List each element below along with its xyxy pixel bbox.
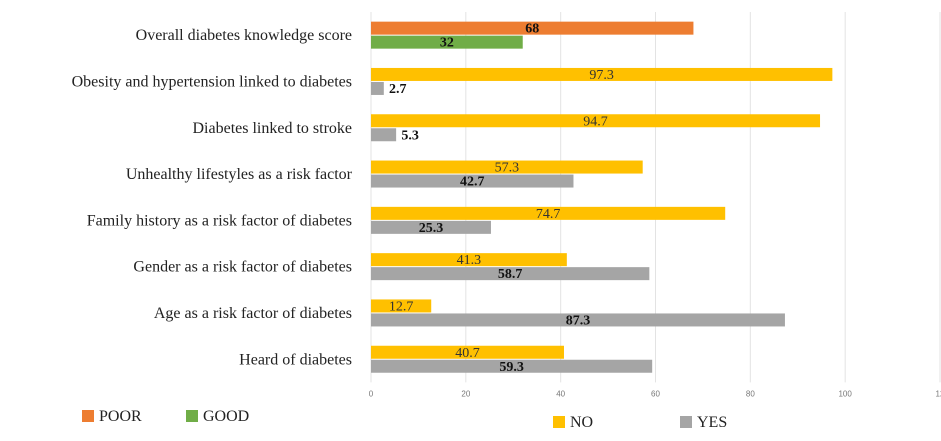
data-label: 97.3 <box>589 68 614 83</box>
data-label: 58.7 <box>498 267 523 282</box>
bar-yes <box>371 359 653 373</box>
data-label: 87.3 <box>566 313 591 328</box>
data-label: 94.7 <box>583 114 608 129</box>
legend-label-poor: POOR <box>99 408 142 425</box>
data-label: 12.7 <box>389 299 414 314</box>
legend-swatch-good <box>186 410 198 422</box>
chart-bars <box>371 21 833 373</box>
bar-yes <box>371 313 785 327</box>
legend-swatch-no <box>553 416 565 428</box>
chart-gridlines <box>370 12 941 383</box>
bar-no <box>371 345 564 359</box>
data-label: 32 <box>440 36 454 51</box>
category-labels: Overall diabetes knowledge score Obesity … <box>72 27 353 368</box>
bar-yes <box>371 267 650 281</box>
bar-good <box>371 35 523 49</box>
bar-no <box>371 114 821 128</box>
category-label: Unhealthy lifestyles as a risk factor <box>126 166 353 183</box>
bar-no <box>371 299 432 313</box>
category-label: Age as a risk factor of diabetes <box>154 305 352 322</box>
x-axis-ticks: 0 20 40 60 80 100 12 <box>369 389 941 398</box>
bar-no <box>371 160 643 174</box>
data-label: 42.7 <box>460 175 485 190</box>
category-label: Family history as a risk factor of diabe… <box>87 212 352 229</box>
data-label: 57.3 <box>495 161 520 176</box>
category-label: Obesity and hypertension linked to diabe… <box>72 73 352 90</box>
data-label: 40.7 <box>455 346 480 361</box>
data-label: 5.3 <box>401 128 419 143</box>
bar-yes <box>371 220 491 234</box>
x-tick-label: 0 <box>369 389 374 398</box>
bar-yes <box>371 81 384 95</box>
legend: POOR GOOD NO YES <box>82 408 727 431</box>
legend-label-good: GOOD <box>203 408 249 425</box>
legend-label-no: NO <box>570 414 593 431</box>
value-labels: 68 32 97.3 2.7 94.7 5.3 57.3 42.7 74.7 25.3 41.3 58… <box>389 22 614 375</box>
x-tick-label: 100 <box>838 389 852 398</box>
category-label: Diabetes linked to stroke <box>192 120 352 137</box>
x-tick-label: 12 <box>936 389 941 398</box>
data-label: 2.7 <box>389 82 407 97</box>
data-label: 59.3 <box>499 360 524 375</box>
bar-no <box>371 67 833 81</box>
category-label: Gender as a risk factor of diabetes <box>133 259 352 276</box>
x-tick-label: 80 <box>746 389 755 398</box>
legend-swatch-yes <box>680 416 692 428</box>
bar-yes <box>371 128 397 142</box>
bar-yes <box>371 174 574 188</box>
category-label: Overall diabetes knowledge score <box>136 27 352 44</box>
data-label: 68 <box>525 22 539 37</box>
bar-no <box>371 206 726 220</box>
category-label: Heard of diabetes <box>239 351 352 368</box>
data-label: 25.3 <box>419 221 444 236</box>
x-tick-label: 60 <box>651 389 660 398</box>
data-label: 41.3 <box>457 253 482 268</box>
x-tick-label: 40 <box>556 389 565 398</box>
x-tick-label: 20 <box>461 389 470 398</box>
legend-swatch-poor <box>82 410 94 422</box>
bar-poor <box>371 21 694 35</box>
data-label: 74.7 <box>536 207 561 222</box>
legend-label-yes: YES <box>697 414 727 431</box>
bar-no <box>371 253 567 267</box>
